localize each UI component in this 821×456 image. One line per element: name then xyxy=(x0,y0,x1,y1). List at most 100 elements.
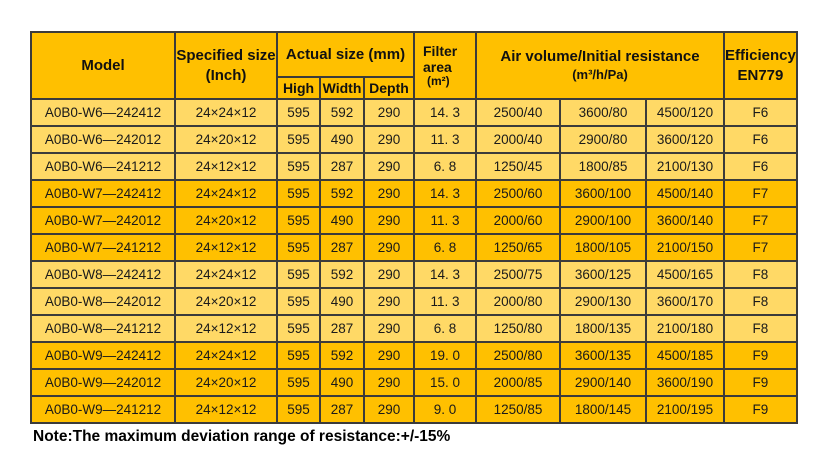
filter-area-cell: 14. 3 xyxy=(413,260,477,289)
air-volume-1-cell: 2500/80 xyxy=(475,341,561,370)
filter-area-cell: 6. 8 xyxy=(413,314,477,343)
depth-cell: 290 xyxy=(363,179,415,208)
model-cell: A0B0-W8—242012 xyxy=(30,287,176,316)
filter-area-cell: 14. 3 xyxy=(413,98,477,127)
air-volume-2-cell: 3600/125 xyxy=(559,260,647,289)
air-volume-1-cell: 1250/45 xyxy=(475,152,561,181)
efficiency-cell: F6 xyxy=(723,98,798,127)
air-volume-3-cell: 3600/120 xyxy=(645,125,725,154)
specified-size-cell: 24×24×12 xyxy=(174,179,278,208)
air-volume-3-cell: 2100/130 xyxy=(645,152,725,181)
air-volume-3-cell: 2100/180 xyxy=(645,314,725,343)
width-cell: 287 xyxy=(319,395,365,424)
air-volume-3-cell: 4500/120 xyxy=(645,98,725,127)
model-cell: A0B0-W9—242012 xyxy=(30,368,176,397)
depth-cell: 290 xyxy=(363,206,415,235)
depth-cell: 290 xyxy=(363,125,415,154)
filter-area-unit: (m²) xyxy=(427,73,450,88)
depth-cell: 290 xyxy=(363,314,415,343)
filter-area-cell: 11. 3 xyxy=(413,125,477,154)
air-volume-2-cell: 1800/85 xyxy=(559,152,647,181)
efficiency-cell: F6 xyxy=(723,152,798,181)
air-volume-1-cell: 2000/40 xyxy=(475,125,561,154)
air-volume-3-cell: 3600/140 xyxy=(645,206,725,235)
high-cell: 595 xyxy=(276,98,321,127)
width-cell: 490 xyxy=(319,125,365,154)
col-header-model: Model xyxy=(30,31,176,100)
model-cell: A0B0-W8—242412 xyxy=(30,260,176,289)
air-volume-3-cell: 3600/170 xyxy=(645,287,725,316)
table-row: A0B0-W6—242012 24×20×12 595 490 290 11. 3 2000… xyxy=(30,125,798,154)
width-cell: 592 xyxy=(319,260,365,289)
table-row: A0B0-W9—242012 24×20×12 595 490 290 15. 0 2000… xyxy=(30,368,798,397)
depth-cell: 290 xyxy=(363,152,415,181)
model-cell: A0B0-W9—242412 xyxy=(30,341,176,370)
table-row: A0B0-W8—242412 24×24×12 595 592 290 14. 3 2500… xyxy=(30,260,798,289)
model-cell: A0B0-W6—242012 xyxy=(30,125,176,154)
table-row: A0B0-W7—242412 24×24×12 595 592 290 14. 3 2500… xyxy=(30,179,798,208)
specified-size-cell: 24×24×12 xyxy=(174,98,278,127)
filter-area-label-line2: area xyxy=(423,58,452,75)
air-volume-3-cell: 3600/190 xyxy=(645,368,725,397)
high-cell: 595 xyxy=(276,314,321,343)
table-row: A0B0-W8—242012 24×20×12 595 490 290 11. 3 2000… xyxy=(30,287,798,316)
efficiency-cell: F9 xyxy=(723,341,798,370)
model-cell: A0B0-W7—241212 xyxy=(30,233,176,262)
width-cell: 592 xyxy=(319,179,365,208)
high-cell: 595 xyxy=(276,287,321,316)
specified-size-cell: 24×20×12 xyxy=(174,287,278,316)
efficiency-cell: F7 xyxy=(723,179,798,208)
air-volume-2-cell: 2900/140 xyxy=(559,368,647,397)
efficiency-standard: EN779 xyxy=(737,66,784,84)
table-row: A0B0-W7—242012 24×20×12 595 490 290 11. 3 2000… xyxy=(30,206,798,235)
air-volume-1-cell: 2500/60 xyxy=(475,179,561,208)
efficiency-cell: F7 xyxy=(723,206,798,235)
efficiency-cell: F6 xyxy=(723,125,798,154)
specified-size-label: Specified size xyxy=(176,47,276,64)
filter-spec-table: Model Specified size (Inch) Actual size … xyxy=(30,31,798,424)
high-cell: 595 xyxy=(276,368,321,397)
table-row: A0B0-W7—241212 24×12×12 595 287 290 6. 8 1250/… xyxy=(30,233,798,262)
depth-cell: 290 xyxy=(363,98,415,127)
width-cell: 287 xyxy=(319,314,365,343)
width-cell: 592 xyxy=(319,341,365,370)
air-volume-label: Air volume/Initial resistance xyxy=(500,48,700,66)
efficiency-label: Efficiency xyxy=(725,47,796,64)
filter-area-cell: 14. 3 xyxy=(413,179,477,208)
air-volume-2-cell: 1800/145 xyxy=(559,395,647,424)
filter-area-cell: 6. 8 xyxy=(413,152,477,181)
width-cell: 490 xyxy=(319,368,365,397)
col-header-specified-size: Specified size (Inch) xyxy=(174,31,278,100)
col-header-filter-area: Filter area (m²) xyxy=(413,31,477,100)
filter-area-cell: 15. 0 xyxy=(413,368,477,397)
specified-size-cell: 24×12×12 xyxy=(174,395,278,424)
depth-cell: 290 xyxy=(363,287,415,316)
model-cell: A0B0-W9—241212 xyxy=(30,395,176,424)
header-row-1: Model Specified size (Inch) Actual size … xyxy=(30,31,798,100)
model-cell: A0B0-W7—242412 xyxy=(30,179,176,208)
specified-size-cell: 24×12×12 xyxy=(174,314,278,343)
air-volume-2-cell: 2900/100 xyxy=(559,206,647,235)
model-cell: A0B0-W8—241212 xyxy=(30,314,176,343)
air-volume-2-cell: 1800/135 xyxy=(559,314,647,343)
width-cell: 490 xyxy=(319,287,365,316)
col-header-actual-size: Actual size (mm) xyxy=(276,31,415,78)
air-volume-2-cell: 3600/100 xyxy=(559,179,647,208)
specified-size-unit: (Inch) xyxy=(205,66,247,84)
depth-cell: 290 xyxy=(363,233,415,262)
depth-cell: 290 xyxy=(363,341,415,370)
air-volume-unit: (m³/h/Pa) xyxy=(572,66,628,82)
air-volume-2-cell: 3600/80 xyxy=(559,98,647,127)
air-volume-1-cell: 1250/65 xyxy=(475,233,561,262)
air-volume-1-cell: 2500/75 xyxy=(475,260,561,289)
high-cell: 595 xyxy=(276,125,321,154)
col-header-depth: Depth xyxy=(363,76,415,100)
specified-size-cell: 24×20×12 xyxy=(174,368,278,397)
air-volume-3-cell: 4500/140 xyxy=(645,179,725,208)
col-header-width: Width xyxy=(319,76,365,100)
specified-size-cell: 24×24×12 xyxy=(174,341,278,370)
specified-size-cell: 24×24×12 xyxy=(174,260,278,289)
air-volume-2-cell: 3600/135 xyxy=(559,341,647,370)
air-volume-3-cell: 2100/195 xyxy=(645,395,725,424)
